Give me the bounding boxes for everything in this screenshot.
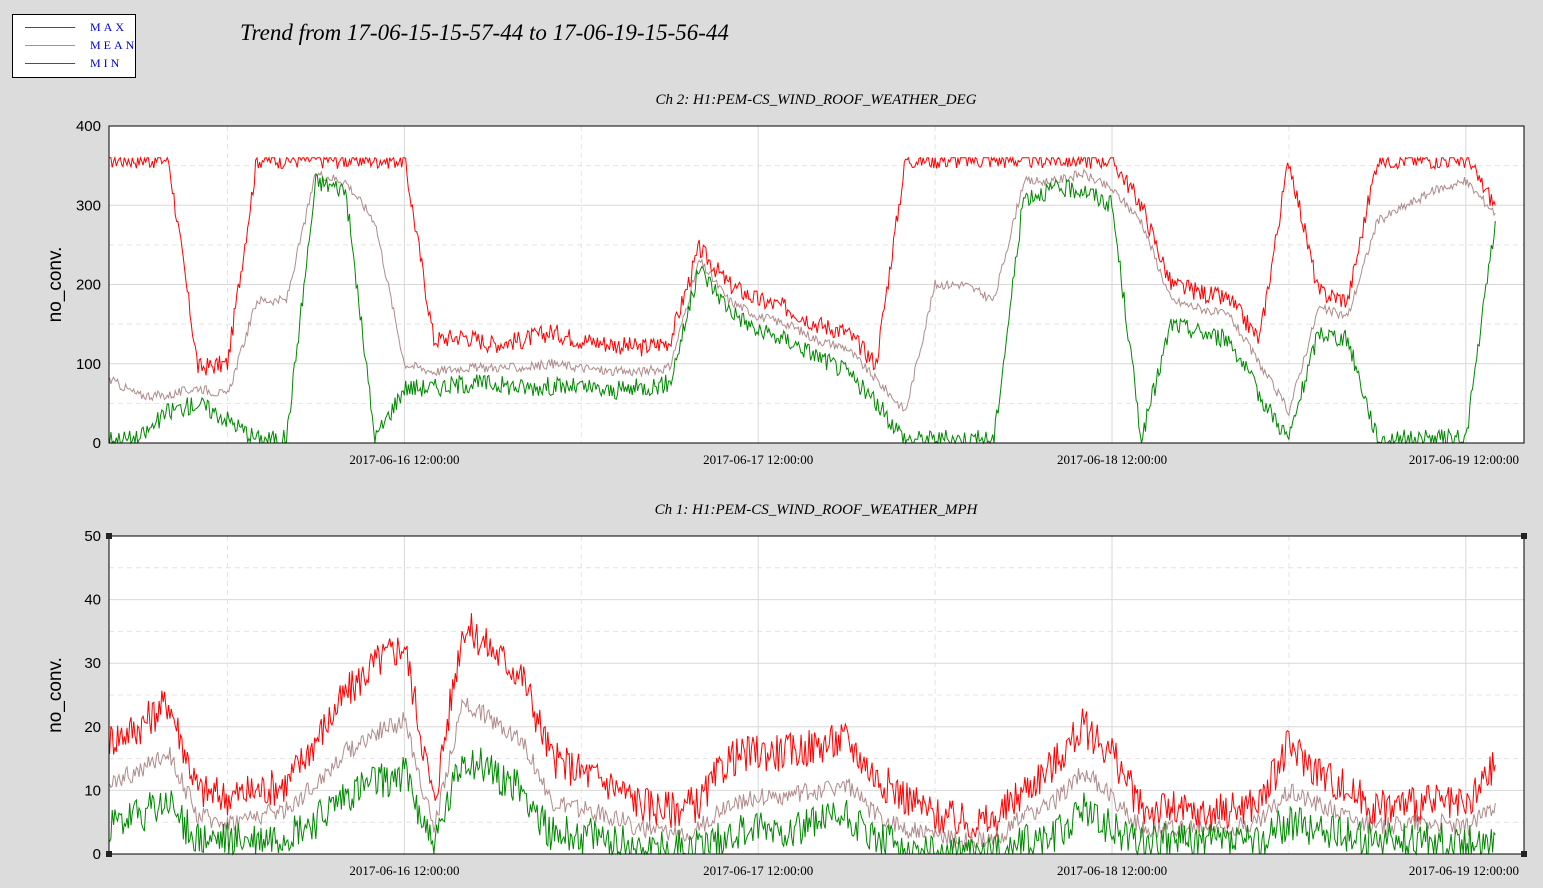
chart-1: 0 100 200 300 400 2017-06-16 12:00:00 2017-06-… <box>45 92 1525 467</box>
y-tick-label: 0 <box>93 435 101 452</box>
series-line-mean <box>109 698 1496 851</box>
x-tick-label: 2017-06-16 12:00:00 <box>349 863 459 878</box>
plot-frame <box>108 535 1525 855</box>
plot-frame <box>108 125 1525 444</box>
y-axis-label: no_conv. <box>45 247 66 323</box>
resize-handle[interactable] <box>106 533 112 539</box>
y-tick-label: 300 <box>76 197 101 214</box>
legend-label-mean: MEAN <box>90 38 138 52</box>
series-line-max <box>109 155 1496 376</box>
legend-entry-max: MAX <box>13 19 135 37</box>
legend: MAX MEAN MIN <box>12 14 136 78</box>
resize-handle[interactable] <box>1521 851 1527 857</box>
legend-entry-min: MIN <box>13 55 135 73</box>
x-tick-label: 2017-06-16 12:00:00 <box>349 452 459 467</box>
chart-2: 0 10 20 30 40 50 2017-06-16 12:00:00 2017-06-17… <box>45 502 1527 878</box>
x-tick-label: 2017-06-17 12:00:00 <box>703 863 813 878</box>
page-title: Trend from 17-06-15-15-57-44 to 17-06-19… <box>240 20 729 45</box>
y-axis-label: no_conv. <box>45 657 66 733</box>
x-tick-label: 2017-06-17 12:00:00 <box>703 452 813 467</box>
y-tick-label: 50 <box>84 528 101 545</box>
resize-handle[interactable] <box>106 851 112 857</box>
legend-swatch-min <box>25 63 75 64</box>
y-tick-label: 100 <box>76 356 101 373</box>
y-tick-label: 40 <box>84 592 101 609</box>
y-tick-label: 30 <box>84 655 101 672</box>
series-line-min <box>109 172 1496 445</box>
x-tick-label: 2017-06-18 12:00:00 <box>1057 452 1167 467</box>
legend-label-max: MAX <box>90 20 128 34</box>
legend-entry-mean: MEAN <box>13 37 135 55</box>
y-tick-label: 200 <box>76 277 101 294</box>
y-tick-label: 400 <box>76 118 101 135</box>
x-tick-label: 2017-06-19 12:00:00 <box>1409 863 1519 878</box>
series-line-max <box>109 613 1496 838</box>
legend-swatch-mean <box>25 45 75 46</box>
resize-handle[interactable] <box>1521 533 1527 539</box>
y-tick-label: 10 <box>84 782 101 799</box>
x-tick-label: 2017-06-18 12:00:00 <box>1057 863 1167 878</box>
legend-label-min: MIN <box>90 56 123 70</box>
x-tick-label: 2017-06-19 12:00:00 <box>1409 452 1519 467</box>
series-line-mean <box>109 168 1496 417</box>
series-line-min <box>109 747 1496 856</box>
chart-title: Ch 2: H1:PEM-CS_WIND_ROOF_WEATHER_DEG <box>655 92 976 108</box>
y-tick-label: 20 <box>84 719 101 736</box>
y-tick-label: 0 <box>93 846 101 863</box>
legend-swatch-max <box>25 27 75 28</box>
chart-title: Ch 1: H1:PEM-CS_WIND_ROOF_WEATHER_MPH <box>655 502 979 518</box>
